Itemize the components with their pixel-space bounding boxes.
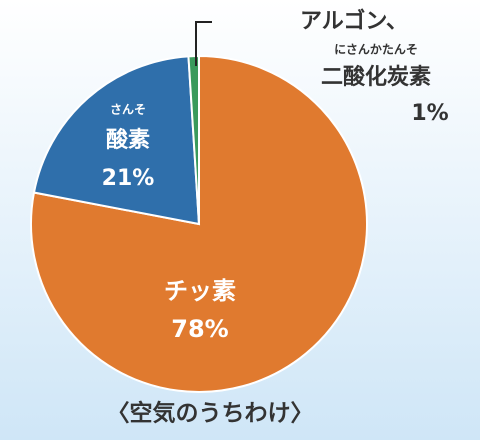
category-label: チッ素: [164, 277, 236, 305]
value-label: 21%: [102, 166, 155, 191]
pie-slice: [187, 54, 200, 225]
reading: さんそ: [110, 103, 146, 117]
category-label: アルゴン、: [300, 8, 408, 34]
leader-line: [195, 21, 212, 66]
value-label: 78%: [171, 315, 228, 343]
reading: にさんかたんそ: [334, 43, 418, 57]
chart-title: 〈空気のうちわけ〉: [107, 400, 314, 427]
pie-slice: [32, 55, 201, 226]
value-label: 1%: [411, 101, 448, 126]
category-label: 酸素: [106, 127, 150, 153]
pie-slice: [30, 54, 368, 393]
category-label: 二酸化炭素: [321, 64, 431, 90]
